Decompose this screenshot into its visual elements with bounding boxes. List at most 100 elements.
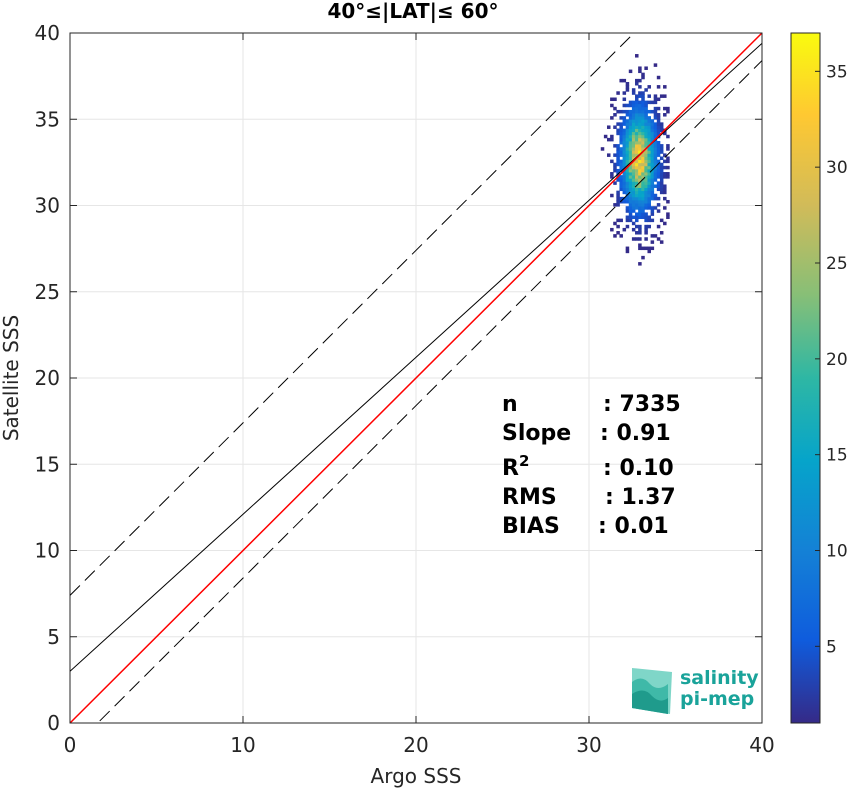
y-axis-label: Satellite SSS [0,315,23,441]
y-tick-label: 15 [35,452,60,476]
density-cell [619,199,623,204]
regression-lines [70,33,762,723]
density-cell [628,150,633,154]
density-cell [613,144,617,148]
density-cell [647,193,651,198]
x-tick-label: 40 [749,733,774,757]
density-cell [619,153,623,157]
density-cell [619,218,623,223]
density-cell [628,109,633,114]
density-cell [653,165,658,170]
density-cell [653,178,658,182]
density-cell [613,113,617,117]
density-cell [644,215,648,220]
y-axis-ticks: 0 5 10 15 20 25 30 35 40 [35,21,762,735]
density-cell [619,134,623,139]
density-cell [638,224,642,229]
density-cell [656,131,661,136]
density-cell [635,128,639,133]
density-cell [619,125,623,129]
density-cell [647,168,651,173]
density-cell [659,172,664,176]
density-cell [628,125,633,129]
density-cell [638,172,642,176]
density-cell [628,113,633,117]
density-cell [610,97,614,102]
density-cell [659,147,664,151]
density-cell [644,131,648,136]
density-cell [638,156,642,161]
density-cell [616,231,620,235]
density-cell [631,206,636,210]
density-cell [628,193,633,198]
density-cell [622,119,627,123]
density-cell [619,116,623,120]
density-cell [641,153,645,157]
logo-line-1: salinity [680,667,759,689]
density-cell [653,100,658,105]
density-cell [625,156,630,161]
density-cell [635,150,639,154]
density-cell [613,165,617,170]
density-cell [644,246,648,251]
density-cell [656,140,661,145]
density-cell [635,187,639,192]
density-cell [635,131,639,136]
density-cell [619,175,623,179]
density-cell [625,131,630,136]
density-cell [619,137,623,142]
density-cell [647,184,651,188]
density-cell [663,187,667,192]
density-cell [619,150,623,154]
density-cell [616,128,620,133]
density-cell [650,175,655,179]
density-cell [647,203,651,207]
density-cell [650,100,655,105]
density-cell [625,193,630,198]
density-cell [613,203,617,207]
density-cell [628,119,633,123]
density-cell [659,190,664,195]
density-cell [622,172,627,176]
density-cell [631,103,636,108]
density-cell [650,150,655,154]
density-cell [625,196,630,201]
density-cell [663,159,667,164]
density-cell [638,190,642,195]
density-cell [616,168,620,173]
density-cell [635,159,639,164]
density-cell [638,137,642,142]
density-cell [644,178,648,182]
density-cell [606,125,611,129]
density-cell [638,116,642,120]
density-cell [619,187,623,192]
density-cell [647,246,651,251]
logo-mark-icon [632,668,672,714]
density-cell [647,181,651,185]
density-cell [631,131,636,136]
stat-value: : 1.37 [605,485,676,510]
density-cell [628,134,633,139]
density-cell [644,153,648,157]
density-cell [666,147,670,151]
density-cell [631,165,636,170]
density-cell [616,150,620,154]
density-cell [641,134,645,139]
density-cell [663,131,667,136]
density-cell [641,209,645,213]
density-cell [647,190,651,195]
density-cell [619,165,623,170]
density-cell [644,184,648,188]
density-cell [647,218,651,223]
y-tick-label: 20 [35,366,60,390]
density-cell [638,203,642,207]
density-cell [631,227,636,232]
density-cell [638,199,642,204]
density-cell [613,125,617,129]
density-cell [666,175,670,179]
density-cell [650,128,655,133]
stat-label: RMS [502,485,557,510]
density-cell [653,193,658,198]
density-cell [622,159,627,164]
density-cell [635,116,639,120]
